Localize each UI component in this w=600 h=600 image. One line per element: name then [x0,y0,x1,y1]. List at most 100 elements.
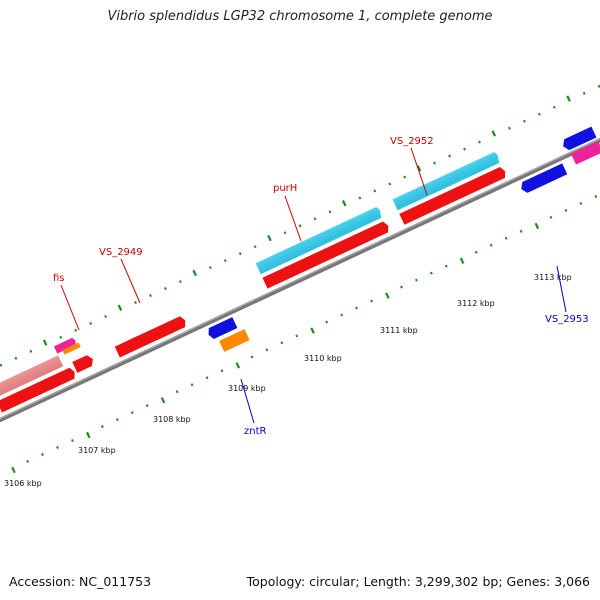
accession-text: Accession: NC_011753 [9,574,152,589]
tick-mark-lower [115,418,119,422]
gene-shading [0,152,500,402]
gene-fis-red[interactable] [0,366,77,413]
tick-mark-upper [491,130,497,137]
tick-mark-upper [253,245,257,249]
tick-mark-upper [448,154,451,158]
tick-mark-lower [26,459,30,463]
tick-mark-lower [85,431,91,439]
tick-mark-lower [56,445,59,449]
label-vs2949[interactable]: VS_2949 [99,247,143,258]
chromosome-backbone [0,122,600,431]
tick-label-3107: 3107 kbp [78,446,116,455]
tick-mark-lower [310,327,315,334]
tick-mark-lower [579,201,583,205]
tick-mark-lower [549,215,553,219]
tick-mark-lower [205,376,209,380]
tick-mark-upper [117,304,123,311]
tick-mark-lower [71,438,74,443]
tick-mark-lower [414,278,418,282]
gene-vs2949[interactable] [114,315,188,358]
tick-mark-upper [164,287,167,291]
tick-mark-upper [267,234,272,242]
label-fis[interactable]: fis [53,273,65,284]
gene-orange[interactable] [62,342,81,355]
tick-label-3108: 3108 kbp [153,415,191,424]
tick-mark-upper [178,280,182,284]
tick-mark-lower [295,334,299,338]
tick-mark-lower [355,306,358,310]
tick-mark-lower [400,285,403,289]
tick-mark-upper [582,91,586,95]
tick-mark-upper [522,119,526,123]
tick-mark-upper [358,196,362,200]
gene-vs2952-red[interactable] [399,166,507,225]
backbone-highlight [0,122,600,428]
tick-mark-upper [328,210,332,214]
tick-mark-lower [11,466,16,474]
leader-vs2953 [556,265,567,313]
label-vs2952[interactable]: VS_2952 [390,136,434,147]
tick-mark-upper [208,266,212,270]
tick-mark-lower [429,271,433,275]
gene-small-red[interactable] [72,354,95,373]
tick-mark-upper [537,112,541,116]
tick-mark-lower [370,299,373,303]
label-vs2953[interactable]: VS_2953 [545,314,589,325]
tick-mark-lower [340,313,344,317]
tick-mark-lower [41,452,44,456]
map-frame [0,84,600,474]
tick-mark-lower [235,362,241,369]
tick-mark-lower [250,355,254,359]
leader-purH [284,195,302,242]
tick-mark-lower [280,341,284,345]
tick-row-lower [11,194,598,474]
tick-mark-upper [341,200,347,207]
tick-mark-upper [14,356,18,360]
tick-mark-upper [373,189,377,193]
tick-mark-upper [149,294,152,298]
tick-mark-upper [0,363,3,367]
tick-label-3109: 3109 kbp [228,384,266,393]
tick-mark-lower [130,411,134,415]
tick-mark-upper [238,252,242,256]
tick-mark-lower [220,369,224,373]
label-purH[interactable]: purH [273,183,297,194]
tick-mark-lower [474,250,478,254]
tick-label-3112: 3112 kbp [457,299,495,308]
gene-blue-left[interactable] [206,317,238,340]
tick-mark-upper [552,105,556,109]
genome-summary-text: Topology: circular; Length: 3,299,302 bp… [246,574,590,589]
gene-purH-red[interactable] [262,220,390,289]
gene-magenta[interactable] [53,337,77,354]
tick-mark-lower [519,229,523,233]
tick-mark-upper [42,339,48,346]
gene-blue-right[interactable] [519,163,568,194]
tick-mark-upper [313,217,317,221]
tick-mark-lower [594,194,598,198]
tick-mark-lower [190,383,194,387]
leader-vs2949 [120,258,141,304]
label-zntR[interactable]: zntR [244,426,267,437]
gene-blue-far[interactable] [561,126,597,152]
tick-mark-upper [433,161,437,165]
tick-mark-lower [325,320,329,324]
tick-mark-lower [160,397,166,404]
tick-mark-upper [74,328,78,332]
tick-mark-upper [89,321,93,325]
gene-zntR[interactable] [219,329,250,352]
tick-row-upper [0,84,600,367]
tick-mark-upper [388,182,392,186]
tick-mark-upper [223,259,227,263]
tick-mark-lower [534,222,540,230]
tick-mark-lower [100,425,104,429]
tick-mark-upper [59,335,63,339]
tick-mark-lower [265,348,269,352]
tick-mark-lower [175,390,179,394]
tick-mark-upper [566,95,571,102]
tick-label-3113: 3113 kbp [534,273,572,282]
tick-mark-upper [403,175,407,179]
tick-mark-upper [134,300,137,305]
gene-magenta-far[interactable] [570,141,600,165]
tick-mark-upper [507,126,511,130]
